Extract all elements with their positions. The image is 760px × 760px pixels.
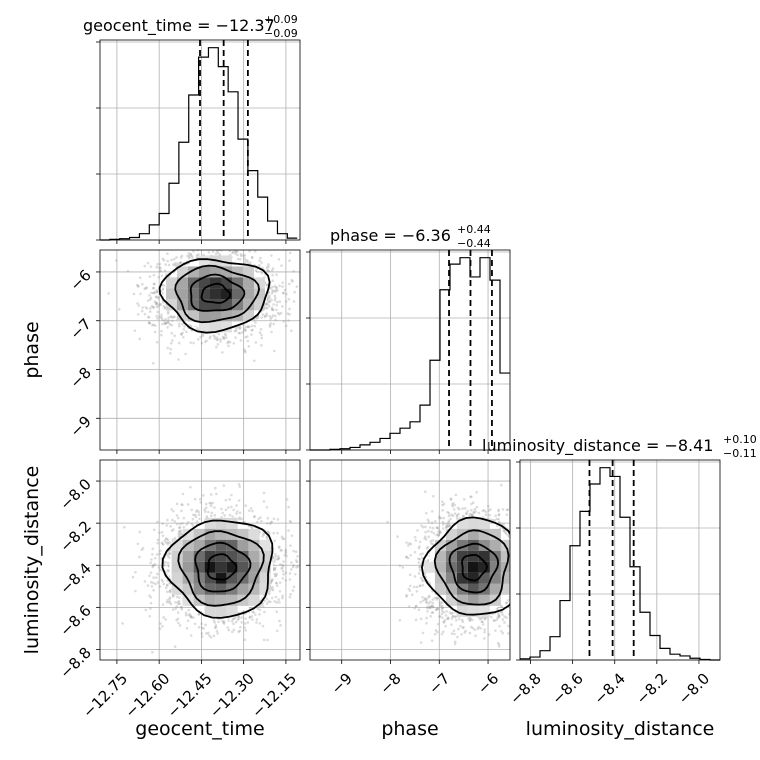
contour-line (174, 264, 261, 324)
contour-line (161, 519, 274, 619)
title-geocent-time: geocent_time = −12.37 (83, 16, 275, 36)
ylabel-phase: phase (21, 321, 43, 378)
xlabel-phase: phase (381, 718, 438, 740)
xlabel-geocent-time: geocent_time (135, 718, 264, 740)
title-geocent-time-plus: +0.09 (264, 13, 298, 26)
contour-line (200, 282, 232, 304)
xlabel-luminosity-distance: luminosity_distance (526, 718, 715, 740)
title-phase-minus: −0.44 (457, 237, 491, 250)
title-luminosity-distance-minus: −0.11 (723, 447, 757, 460)
title-luminosity-distance: luminosity_distance = −8.41 (482, 436, 713, 456)
histogram-phase (310, 257, 510, 451)
contour-line (461, 554, 488, 582)
density-geocent_time-luminosity_distance (121, 482, 300, 654)
contour-line (448, 542, 500, 594)
panel-frame (99, 249, 301, 451)
title-geocent-time-minus: −0.09 (264, 27, 298, 40)
contour-line (207, 553, 238, 581)
contour-line (194, 541, 252, 593)
panel-frame (99, 39, 301, 241)
contour-line (158, 258, 271, 334)
panel-frame (309, 249, 511, 451)
panel-frame (519, 459, 721, 661)
contour-line (433, 529, 510, 606)
panel-frame (99, 459, 301, 661)
histogram-luminosity_distance (520, 467, 720, 661)
title-phase: phase = −6.36 (330, 226, 451, 245)
panel-frame (309, 459, 511, 661)
contour-line (177, 530, 265, 607)
ylabel-luminosity-distance: luminosity_distance (21, 466, 43, 655)
histogram-geocent_time (100, 47, 298, 241)
title-phase-plus: +0.44 (457, 223, 491, 236)
density-geocent_time-phase (107, 250, 299, 365)
title-luminosity-distance-plus: +0.10 (723, 433, 757, 446)
density-phase-luminosity_distance (386, 483, 510, 648)
contour-line (189, 273, 246, 312)
contour-line (420, 516, 510, 616)
